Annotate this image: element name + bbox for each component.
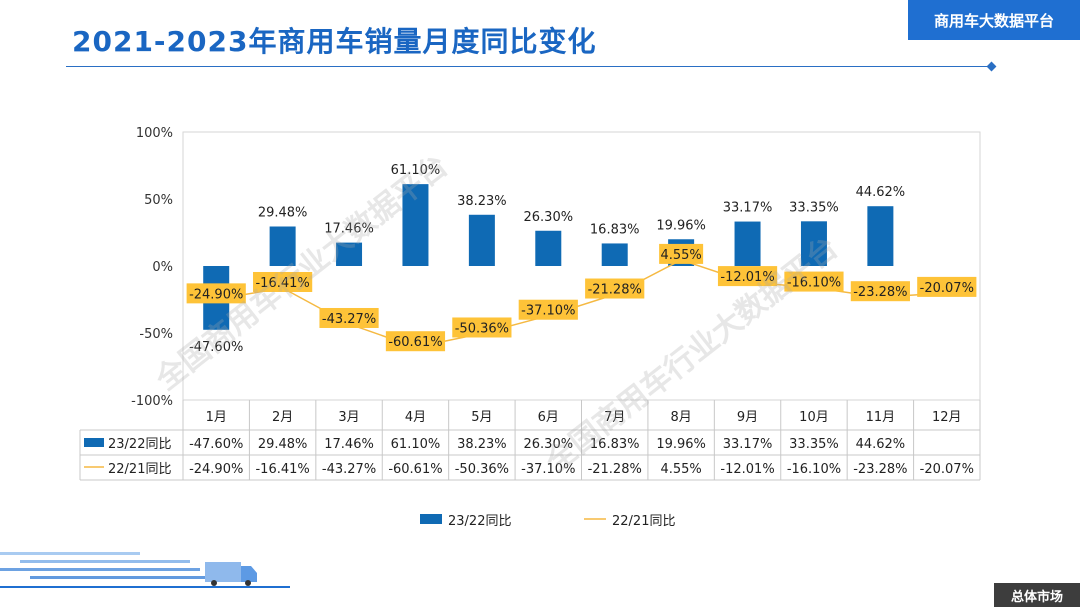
bar-data-label: 19.96% — [656, 218, 706, 233]
y-tick-label: 0% — [152, 260, 173, 275]
bar-data-label: 17.46% — [324, 222, 374, 237]
table-cell: 33.35% — [789, 437, 839, 452]
x-tick-label: 4月 — [405, 410, 426, 425]
line-data-label: -43.27% — [322, 312, 376, 327]
x-tick-label: 8月 — [670, 410, 691, 425]
x-tick-label: 5月 — [471, 410, 492, 425]
table-cell: -12.01% — [720, 462, 774, 477]
table-row-header: 22/21同比 — [108, 462, 171, 477]
line-data-label: -37.10% — [521, 304, 575, 319]
table-cell: -16.41% — [255, 462, 309, 477]
table-cell: -23.28% — [853, 462, 907, 477]
bar-data-label: 26.30% — [524, 210, 574, 225]
x-tick-label: 12月 — [932, 410, 962, 425]
legend-swatch — [420, 514, 442, 524]
line-data-label: -60.61% — [388, 335, 442, 350]
line-data-label: -23.28% — [853, 285, 907, 300]
table-cell: 38.23% — [457, 437, 507, 452]
table-cell: -24.90% — [189, 462, 243, 477]
line-data-label: -16.10% — [787, 276, 841, 291]
table-cell: -20.07% — [920, 462, 974, 477]
x-tick-label: 7月 — [604, 410, 625, 425]
table-cell: -37.10% — [521, 462, 575, 477]
bar-data-label: 38.23% — [457, 194, 507, 209]
line-label-box — [385, 331, 446, 352]
y-tick-label: 50% — [144, 193, 173, 208]
bar — [468, 214, 495, 266]
line-data-label: -16.41% — [255, 276, 309, 291]
bar — [269, 226, 296, 266]
legend-label: 22/21同比 — [612, 514, 675, 529]
x-tick-label: 11月 — [866, 410, 896, 425]
y-tick-label: -100% — [131, 394, 173, 409]
x-tick-label: 6月 — [538, 410, 559, 425]
bar-data-label: 44.62% — [856, 185, 906, 200]
table-cell: 61.10% — [391, 437, 441, 452]
bar — [800, 221, 827, 266]
line-label-box — [717, 266, 778, 287]
line-label-box — [850, 281, 910, 302]
line-data-label: -24.90% — [189, 287, 243, 302]
line-data-label: 4.55% — [660, 248, 701, 263]
bar — [336, 242, 363, 266]
bar — [402, 184, 429, 266]
y-tick-label: -50% — [139, 327, 173, 342]
table-cell: -50.36% — [455, 462, 509, 477]
bar-data-label: 33.17% — [723, 201, 773, 216]
table-cell: -21.28% — [588, 462, 642, 477]
x-tick-label: 1月 — [206, 410, 227, 425]
plot-area — [182, 131, 981, 401]
table-cell: -43.27% — [322, 462, 376, 477]
table-cell: 26.30% — [524, 437, 574, 452]
page-title: 2021-2023年商用车销量月度同比变化 — [72, 25, 597, 58]
table-cell: 33.17% — [723, 437, 773, 452]
table-cell: 29.48% — [258, 437, 308, 452]
table-cell: 19.96% — [656, 437, 706, 452]
table-cell: 16.83% — [590, 437, 640, 452]
bar-data-label: -47.60% — [189, 340, 243, 355]
x-tick-label: 3月 — [338, 410, 359, 425]
bar-data-label: 33.35% — [789, 200, 839, 215]
line-label-box — [917, 276, 977, 297]
title-divider — [66, 66, 992, 67]
line-label-box — [186, 283, 246, 304]
line-data-label: -20.07% — [920, 281, 974, 296]
bar — [601, 243, 628, 266]
table-cell: 17.46% — [324, 437, 374, 452]
line-label-box — [518, 299, 578, 320]
bar-data-label: 16.83% — [590, 222, 640, 237]
x-tick-label: 10月 — [799, 410, 829, 425]
table-cell: -16.10% — [787, 462, 841, 477]
legend-label: 23/22同比 — [448, 514, 511, 529]
brand-badge: 商用车大数据平台 — [908, 0, 1080, 40]
line-label-box — [659, 243, 704, 264]
section-tag: 总体市场 — [994, 583, 1080, 607]
x-tick-label: 2月 — [272, 410, 293, 425]
table-cell: 4.55% — [660, 462, 701, 477]
line-label-box — [784, 271, 844, 292]
line-data-label: -21.28% — [588, 283, 642, 298]
table-row-header: 23/22同比 — [108, 437, 171, 452]
bar — [734, 221, 761, 266]
table-cell: -60.61% — [388, 462, 442, 477]
bar — [535, 230, 562, 266]
table-cell: -47.60% — [189, 437, 243, 452]
line-label-box — [452, 317, 512, 338]
line-data-label: -12.01% — [720, 270, 774, 285]
bar — [867, 206, 894, 266]
line-label-box — [319, 307, 379, 328]
line-label-box — [585, 278, 645, 299]
truck-decoration — [0, 552, 290, 588]
table-cell: 44.62% — [856, 437, 906, 452]
bar-data-label: 29.48% — [258, 205, 308, 220]
bar-data-label: 61.10% — [391, 163, 441, 178]
y-tick-label: 100% — [136, 126, 173, 141]
line-data-label: -50.36% — [455, 321, 509, 336]
x-tick-label: 9月 — [737, 410, 758, 425]
line-label-box — [253, 271, 313, 292]
table-legend-swatch — [84, 438, 104, 447]
